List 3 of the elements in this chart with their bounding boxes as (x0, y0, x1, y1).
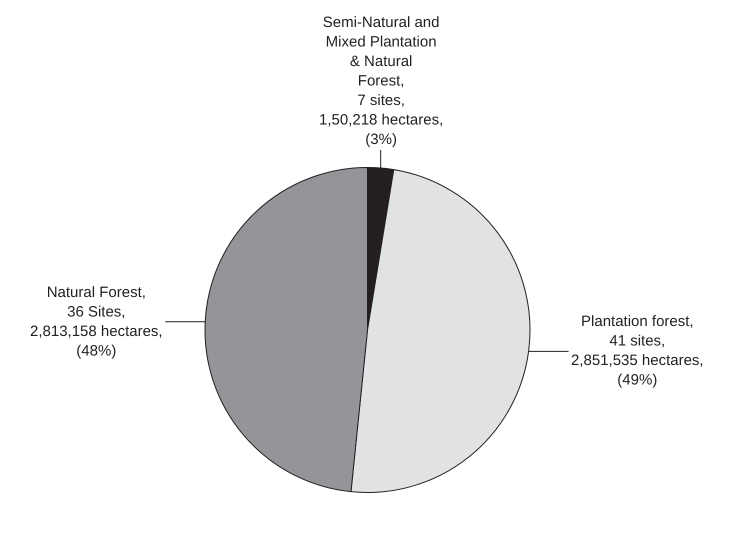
slice-label: Plantation forest, 41 sites, 2,851,535 hectares, (49%) (571, 313, 704, 388)
slice-label: Natural Forest, 36 Sites, 2,813,158 hectares, (48%) (30, 284, 163, 360)
slice-label: Semi-Natural and Mixed Plantation & Natural Forest, 7 sites, 1,50,218 hectares, (3%) (319, 14, 444, 148)
